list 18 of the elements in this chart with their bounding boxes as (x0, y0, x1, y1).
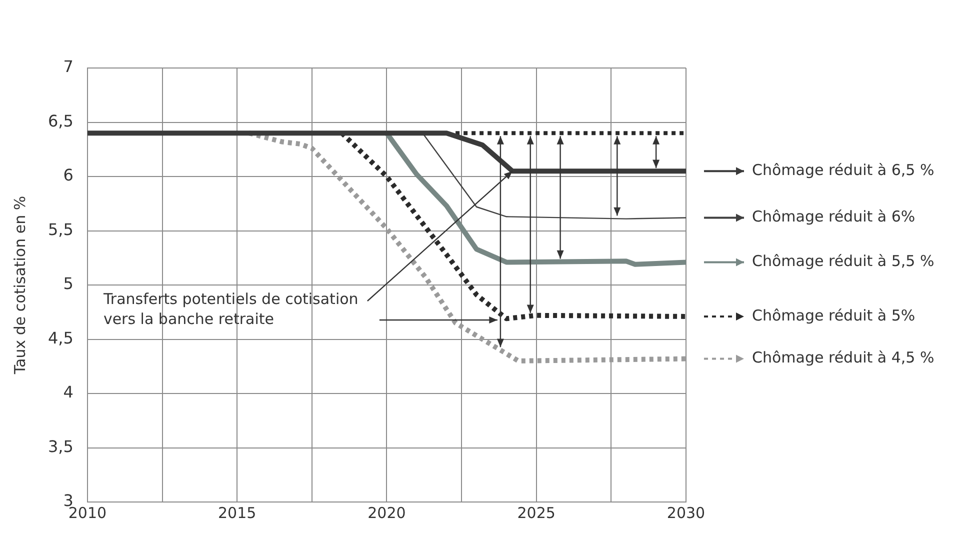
y-tick-label: 5 (63, 274, 74, 294)
y-tick-label: 7 (63, 57, 74, 76)
x-tick-label: 2030 (666, 504, 706, 522)
y-tick-label: 6,5 (48, 111, 74, 130)
y-axis-title: Taux de cotisation en % (10, 196, 29, 376)
x-tick-label: 2015 (218, 504, 256, 522)
x-tick-label: 2025 (517, 504, 556, 522)
legend-label: Chômage réduit à 6% (752, 208, 916, 226)
legend-label: Chômage réduit à 5,5 % (752, 252, 934, 270)
y-tick-label: 3,5 (48, 436, 74, 456)
legend-label: Chômage réduit à 5% (752, 306, 916, 324)
y-tick-label: 4 (63, 382, 74, 402)
legend-label: Chômage réduit à 6,5 % (752, 160, 934, 179)
y-tick-label: 6 (63, 166, 74, 185)
y-tick-label: 4,5 (48, 328, 74, 348)
y-tick-label: 5,5 (48, 220, 74, 239)
legend-label: Chômage réduit à 4,5 % (752, 348, 934, 367)
x-tick-label: 2020 (368, 504, 406, 522)
